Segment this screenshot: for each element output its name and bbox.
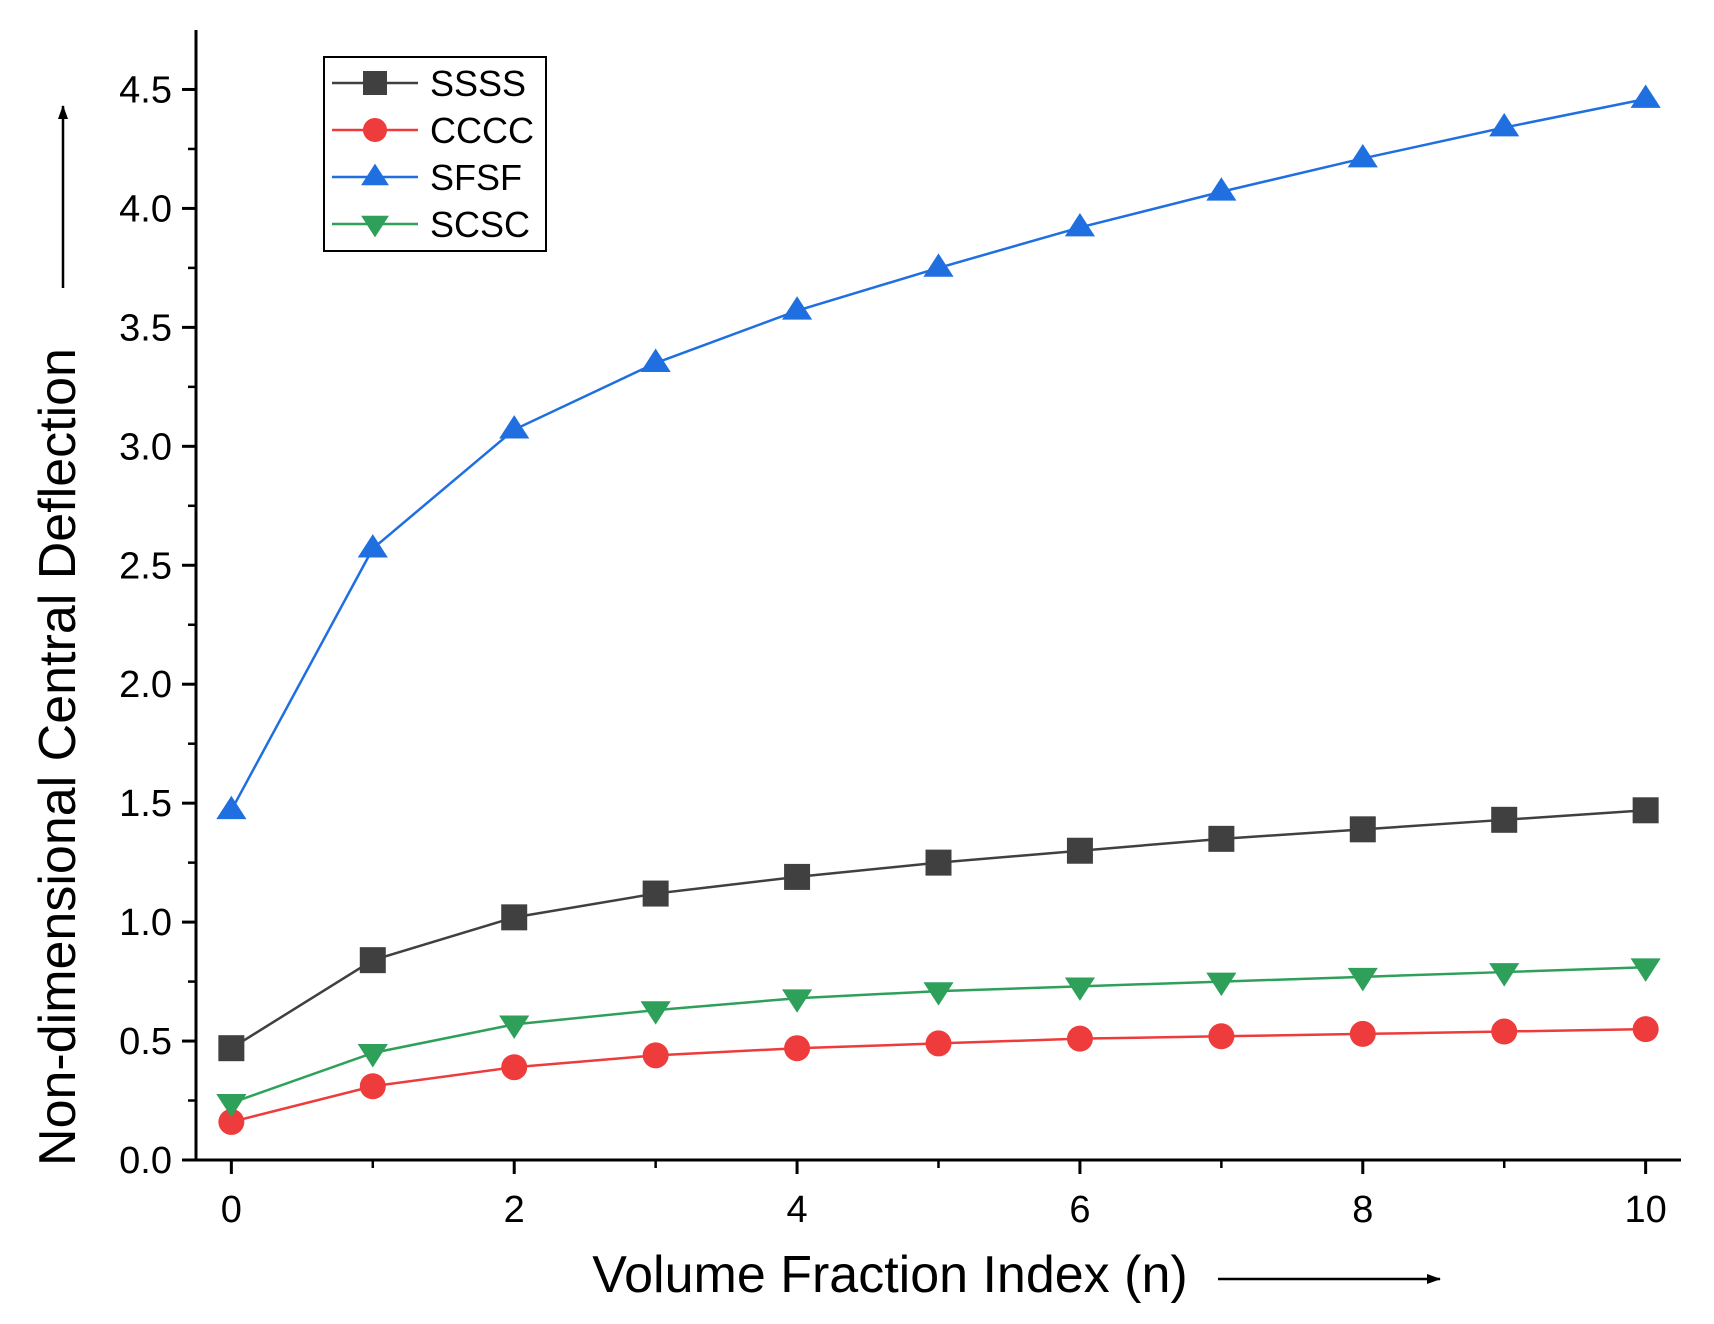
data-point-cccc: [1491, 1018, 1518, 1045]
data-point-sfsf: [499, 415, 530, 439]
series-scsc: [216, 958, 1661, 1118]
x-tick-label: 2: [504, 1189, 525, 1231]
series-line-ssss: [230, 809, 1646, 1050]
data-point-scsc: [357, 1044, 388, 1068]
x-axis-title: Volume Fraction Index (n): [592, 1246, 1187, 1304]
data-point-ssss: [1632, 797, 1659, 824]
data-point-ssss: [1208, 825, 1235, 852]
data-point-scsc: [781, 989, 813, 1013]
legend-label: SFSF: [430, 157, 522, 198]
data-point-cccc: [642, 1042, 669, 1069]
series-cccc: [218, 1016, 1659, 1135]
x-tick-label: 10: [1625, 1189, 1667, 1231]
y-tick-label: 0.0: [119, 1140, 172, 1182]
legend-label: CCCC: [430, 110, 534, 151]
data-point-scsc: [1630, 958, 1661, 982]
data-point-ssss: [1349, 816, 1376, 843]
data-point-cccc: [925, 1030, 952, 1057]
data-point-cccc: [218, 1108, 245, 1135]
legend-marker: [363, 118, 387, 142]
x-axis-ticks: 0 2 4 6 8 10: [221, 1160, 1667, 1231]
data-point-ssss: [501, 904, 528, 931]
legend-marker: [361, 163, 389, 186]
legend-box: [323, 56, 547, 252]
y-axis-ticks: 0.0 0.5 1.0 1.5 2.0 2.5 3.0 3.5 4.0 4.5: [119, 69, 196, 1182]
y-tick-label: 3.5: [119, 307, 172, 349]
legend-label: SSSS: [430, 63, 526, 104]
series-layer: [216, 84, 1661, 1135]
data-point-sfsf: [1064, 212, 1096, 237]
y-tick-label: 1.5: [119, 783, 172, 825]
data-point-ssss: [642, 880, 669, 907]
data-point-sfsf: [1347, 143, 1378, 168]
legend-marker: [363, 71, 387, 95]
y-axis-title: Non-dimensional Central Deflection: [29, 348, 87, 1166]
data-point-ssss: [925, 849, 952, 876]
series-ssss: [218, 797, 1659, 1062]
data-point-sfsf: [781, 296, 813, 320]
data-point-ssss: [359, 947, 386, 974]
data-point-ssss: [784, 863, 811, 890]
y-tick-label: 3.0: [119, 426, 172, 468]
legend-label: SCSC: [430, 204, 530, 245]
data-point-scsc: [1489, 963, 1520, 987]
data-point-cccc: [1632, 1016, 1659, 1043]
x-tick-label: 0: [221, 1189, 242, 1231]
x-tick-label: 8: [1352, 1189, 1373, 1231]
legend: SSSS CCCC SFSF SCSC: [323, 56, 547, 252]
series-sfsf: [216, 84, 1661, 820]
data-point-sfsf: [1489, 113, 1520, 137]
data-point-scsc: [1347, 967, 1378, 992]
data-point-sfsf: [1630, 84, 1661, 108]
data-point-cccc: [1208, 1023, 1235, 1050]
data-point-sfsf: [923, 253, 954, 277]
y-tick-label: 4.0: [119, 188, 172, 230]
data-point-ssss: [1491, 806, 1518, 833]
data-point-scsc: [923, 982, 954, 1006]
y-tick-label: 2.0: [119, 664, 172, 706]
data-point-sfsf: [640, 348, 671, 372]
x-tick-label: 6: [1069, 1189, 1090, 1231]
data-point-scsc: [1206, 972, 1237, 997]
data-point-scsc: [499, 1015, 530, 1039]
data-point-sfsf: [357, 534, 388, 558]
data-point-cccc: [784, 1035, 811, 1062]
data-point-ssss: [218, 1035, 245, 1062]
y-tick-label: 2.5: [119, 545, 172, 587]
data-point-cccc: [1349, 1020, 1376, 1047]
data-point-scsc: [1064, 977, 1096, 1001]
data-point-scsc: [640, 1001, 671, 1025]
legend-marker: [361, 215, 389, 238]
y-tick-label: 4.5: [119, 69, 172, 111]
data-point-cccc: [1066, 1025, 1093, 1052]
data-point-sfsf: [1206, 177, 1237, 201]
data-point-scsc: [216, 1094, 247, 1118]
y-tick-label: 1.0: [119, 902, 172, 944]
x-tick-label: 4: [787, 1189, 808, 1231]
data-point-ssss: [1066, 837, 1093, 864]
y-tick-label: 0.5: [119, 1021, 172, 1063]
data-point-cccc: [359, 1073, 386, 1100]
data-point-cccc: [501, 1054, 528, 1081]
data-point-sfsf: [216, 795, 247, 820]
